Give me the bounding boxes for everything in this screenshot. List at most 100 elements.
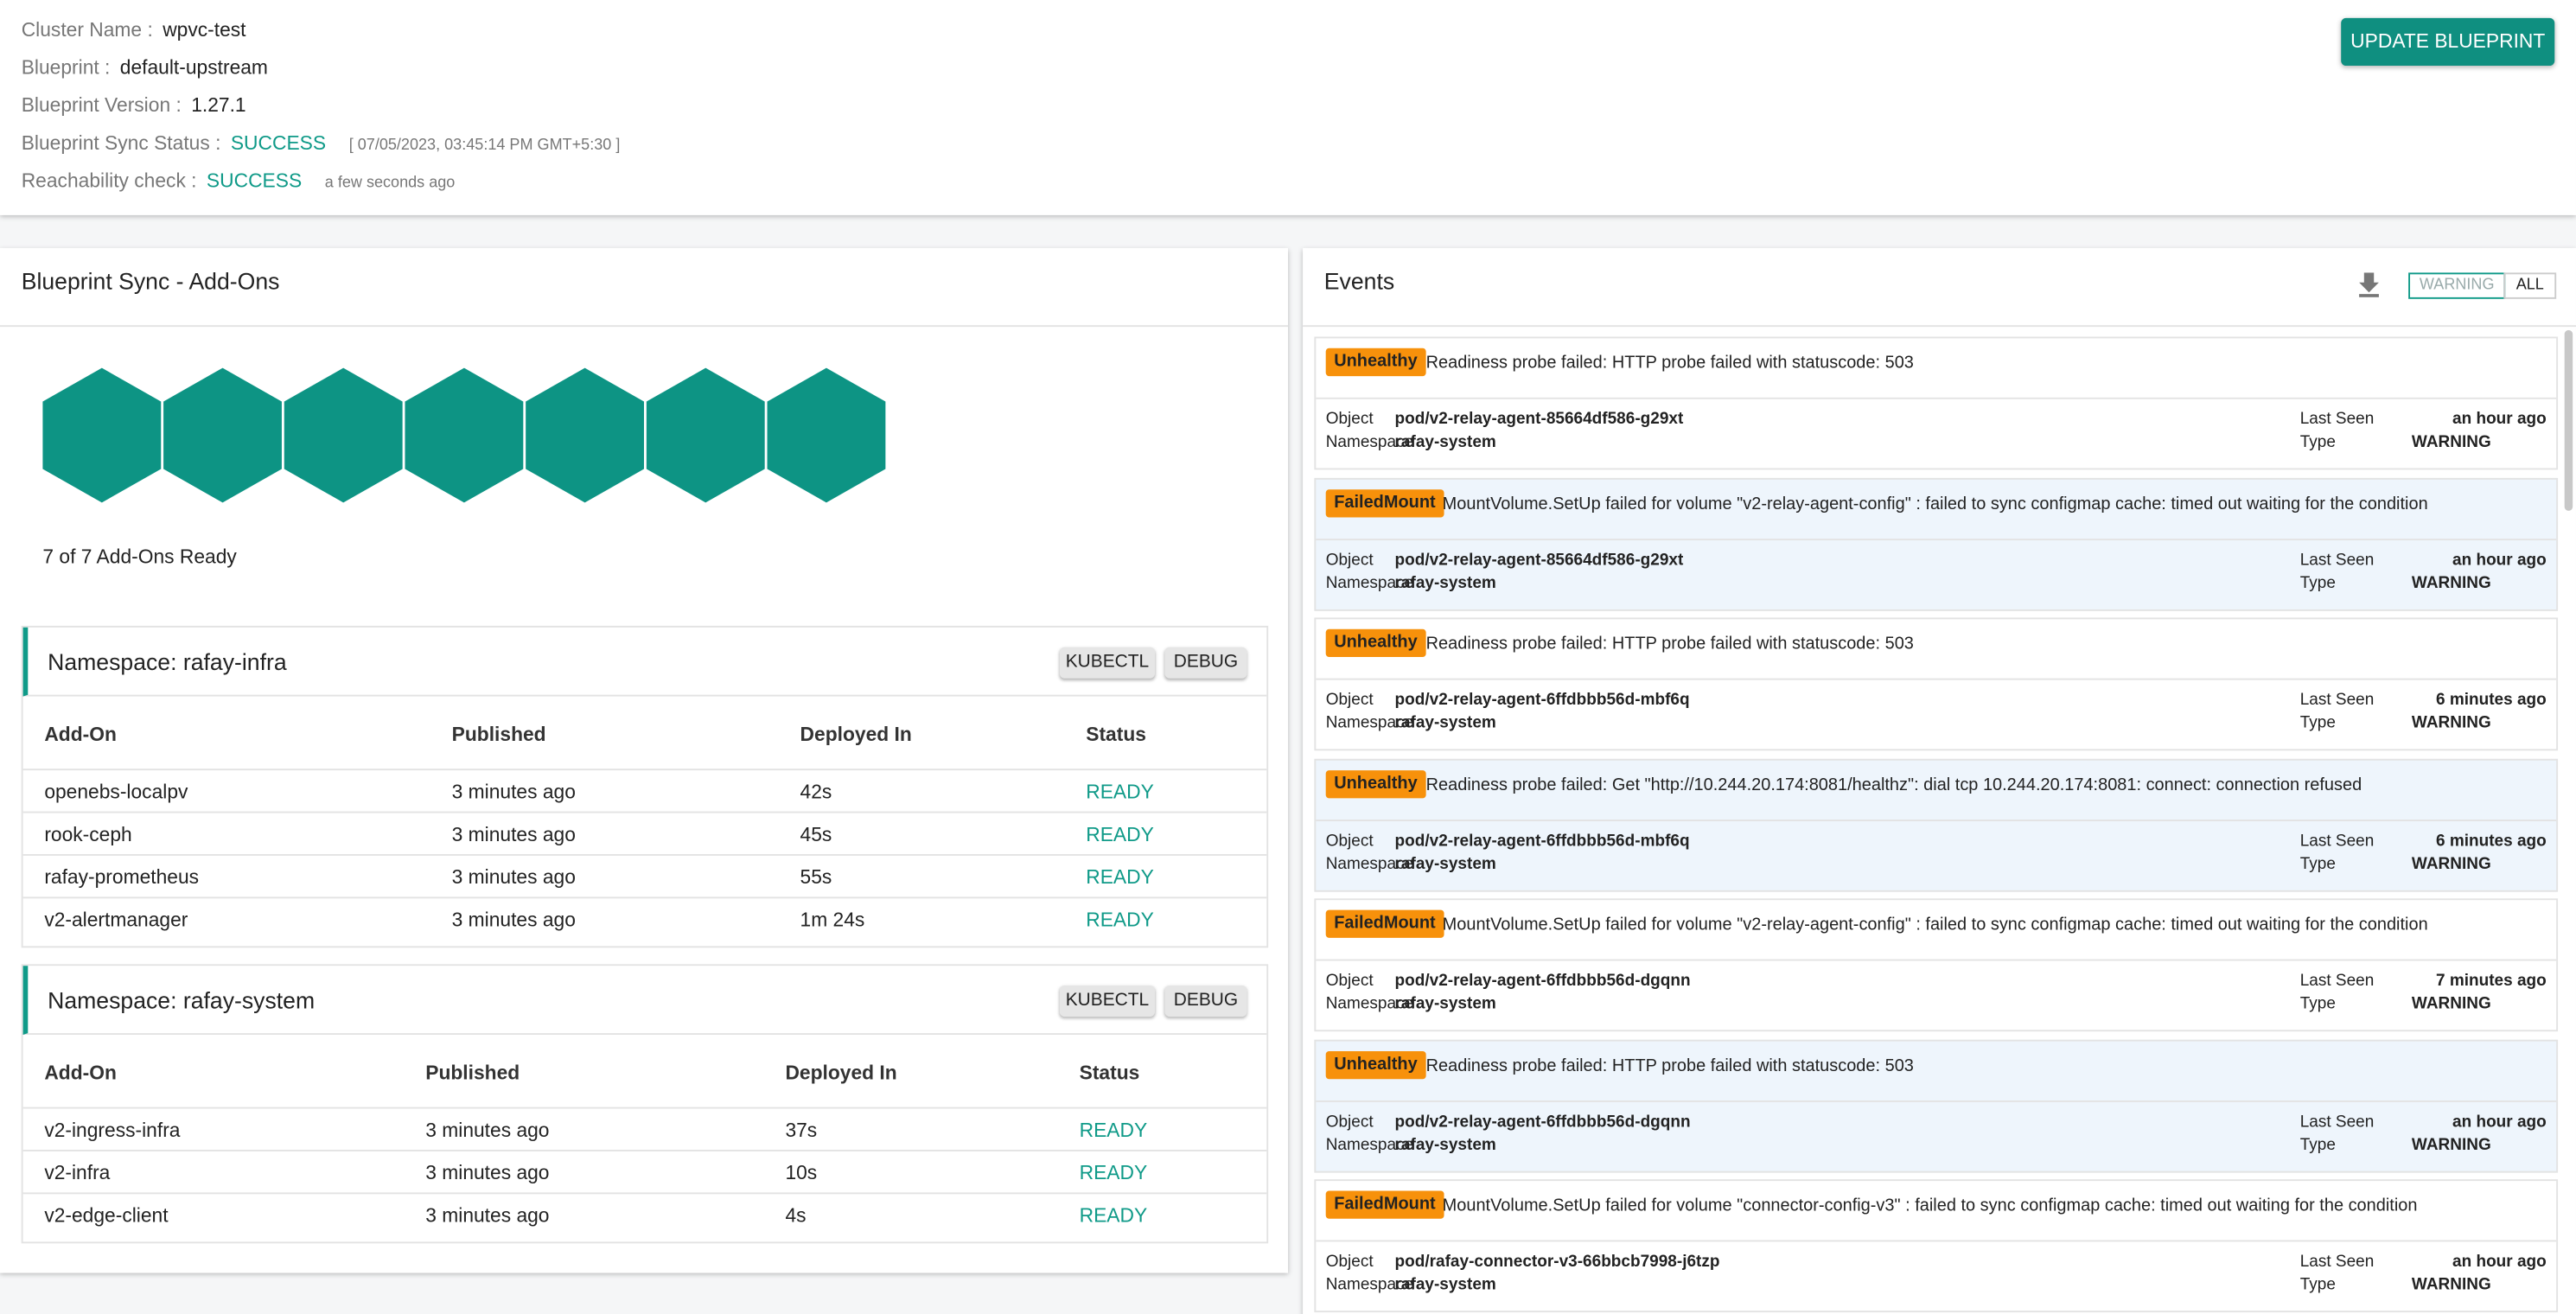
namespace-value: rafay-system xyxy=(1394,714,1496,733)
column-header: Add-On xyxy=(44,1061,117,1084)
divider xyxy=(1316,819,2557,821)
table-cell: 3 minutes ago xyxy=(451,865,576,889)
last_seen-row: Last Seen an hour ago xyxy=(2300,1113,2547,1131)
info-label: Blueprint Version : xyxy=(21,93,182,117)
table-row xyxy=(22,1107,1267,1151)
last_seen-value: an hour ago xyxy=(2452,411,2547,429)
table-cell: 3 minutes ago xyxy=(451,908,576,932)
addon-hexagon xyxy=(163,367,282,503)
type-row: Type WARNING xyxy=(2300,434,2547,452)
download-icon[interactable] xyxy=(2357,272,2381,297)
table-cell: v2-edge-client xyxy=(44,1203,169,1228)
event-card: FailedMount MountVolume.SetUp failed for … xyxy=(1314,1179,2559,1313)
debug-button[interactable]: DEBUG xyxy=(1164,647,1247,679)
divider xyxy=(1316,538,2557,540)
namespace-title: Namespace: rafay-system xyxy=(48,986,316,1014)
table-row xyxy=(22,854,1267,898)
last_seen-row: Last Seen an hour ago xyxy=(2300,411,2547,429)
type-label: Type xyxy=(2299,1135,2336,1154)
last_seen-value: 6 minutes ago xyxy=(2435,691,2547,710)
namespace-label: Namespace xyxy=(1325,714,1414,733)
namespace-value: rafay-system xyxy=(1394,574,1496,592)
addons-panel: Blueprint Sync - Add-Ons 7 of 7 Add-Ons … xyxy=(0,247,1288,1273)
debug-button[interactable]: DEBUG xyxy=(1164,986,1247,1017)
toggle-all[interactable]: ALL xyxy=(2503,272,2557,299)
status-cell: READY xyxy=(1079,1118,1148,1142)
table-row xyxy=(22,1192,1267,1236)
event-card: FailedMount MountVolume.SetUp failed for … xyxy=(1314,476,2559,610)
table-cell: 3 minutes ago xyxy=(451,780,576,804)
table-cell: 55s xyxy=(800,865,832,889)
last_seen-value: 6 minutes ago xyxy=(2435,832,2547,851)
update-blueprint-button[interactable]: UPDATE BLUEPRINT xyxy=(2341,17,2555,66)
object-value: pod/v2-relay-agent-6ffdbbb56d-mbf6q xyxy=(1394,691,1690,710)
status-cell: READY xyxy=(1086,780,1154,804)
type-label: Type xyxy=(2299,854,2336,873)
last_seen-row: Last Seen 7 minutes ago xyxy=(2300,973,2547,991)
info-row: Blueprint Version : 1.27.1 xyxy=(22,93,246,117)
table-row xyxy=(22,811,1267,856)
object-value: pod/rafay-connector-v3-66bbcb7998-j6tzp xyxy=(1394,1253,1720,1272)
last_seen-row: Last Seen an hour ago xyxy=(2300,1253,2547,1272)
type-label: Type xyxy=(2299,574,2336,592)
kubectl-button[interactable]: KUBECTL xyxy=(1059,647,1156,679)
namespace-title: Namespace: rafay-infra xyxy=(48,648,287,675)
last_seen-label: Last Seen xyxy=(2299,832,2375,851)
table-cell: openebs-localpv xyxy=(44,780,188,804)
table-cell: 10s xyxy=(785,1161,818,1184)
type-label: Type xyxy=(2299,714,2336,733)
namespace-label: Namespace xyxy=(1325,854,1414,873)
type-row: Type WARNING xyxy=(2300,855,2547,873)
event-message: Readiness probe failed: Get "http://10.2… xyxy=(1425,774,2362,794)
last_seen-label: Last Seen xyxy=(2299,1253,2375,1272)
info-value: wpvc-test xyxy=(163,17,246,41)
table-cell: v2-alertmanager xyxy=(44,908,188,932)
divider xyxy=(1316,959,2557,961)
divider xyxy=(1316,1240,2557,1242)
cluster-header: Cluster Name : wpvc-test Blueprint : defaul… xyxy=(0,0,2576,215)
last_seen-row: Last Seen 6 minutes ago xyxy=(2300,692,2547,710)
type-row: Type WARNING xyxy=(2300,1136,2547,1154)
event-card: Unhealthy Readiness probe failed: HTTP pr… xyxy=(1314,336,2559,470)
kubectl-button[interactable]: KUBECTL xyxy=(1059,986,1156,1017)
event-message: MountVolume.SetUp failed for volume "v2-… xyxy=(1442,915,2428,935)
event-card: Unhealthy Readiness probe failed: HTTP pr… xyxy=(1314,617,2559,751)
status-cell: READY xyxy=(1086,865,1154,889)
namespace-block: Namespace: rafay-infra KUBECTL DEBUG Add-On… xyxy=(21,625,1269,948)
namespace-label: Namespace xyxy=(1325,1276,1414,1295)
status-cell: READY xyxy=(1086,908,1154,932)
event-message: Readiness probe failed: HTTP probe faile… xyxy=(1425,353,1914,373)
last_seen-value: an hour ago xyxy=(2452,551,2547,570)
info-value: SUCCESS xyxy=(230,131,327,155)
type-label: Type xyxy=(2299,1276,2336,1295)
scrollbar[interactable] xyxy=(2564,329,2573,511)
type-value: WARNING xyxy=(2411,574,2491,592)
column-header: Deployed In xyxy=(800,723,912,746)
event-tag: Unhealthy xyxy=(1325,348,1426,377)
table-cell: 3 minutes ago xyxy=(425,1118,550,1142)
table-cell: 45s xyxy=(800,822,832,846)
addon-hexagon xyxy=(646,367,765,503)
toggle-warning[interactable]: WARNING xyxy=(2408,272,2506,299)
column-header: Published xyxy=(451,723,546,746)
events-panel: Events WARNING ALL Unhealthy Readiness pr… xyxy=(1303,247,2576,1314)
info-label: Cluster Name : xyxy=(21,17,153,41)
divider xyxy=(1316,678,2557,680)
type-value: WARNING xyxy=(2411,1276,2491,1295)
table-cell: 3 minutes ago xyxy=(425,1161,550,1184)
info-row: Cluster Name : wpvc-test xyxy=(22,18,246,41)
namespace-value: rafay-system xyxy=(1394,1135,1496,1154)
object-label: Object xyxy=(1325,1253,1374,1272)
info-row: Reachability check : SUCCESS a few seconds… xyxy=(22,169,456,193)
info-label: Blueprint Sync Status : xyxy=(21,131,221,155)
addon-hexagon xyxy=(42,367,162,503)
type-value: WARNING xyxy=(2411,854,2491,873)
last_seen-label: Last Seen xyxy=(2299,972,2375,991)
namespace-block: Namespace: rafay-system KUBECTL DEBUG Add-O… xyxy=(21,964,1269,1244)
event-message: Readiness probe failed: HTTP probe faile… xyxy=(1425,1055,1914,1075)
object-value: pod/v2-relay-agent-85664df586-g29xt xyxy=(1394,411,1684,429)
namespace-value: rafay-system xyxy=(1394,1276,1496,1295)
table-cell: 3 minutes ago xyxy=(451,822,576,846)
